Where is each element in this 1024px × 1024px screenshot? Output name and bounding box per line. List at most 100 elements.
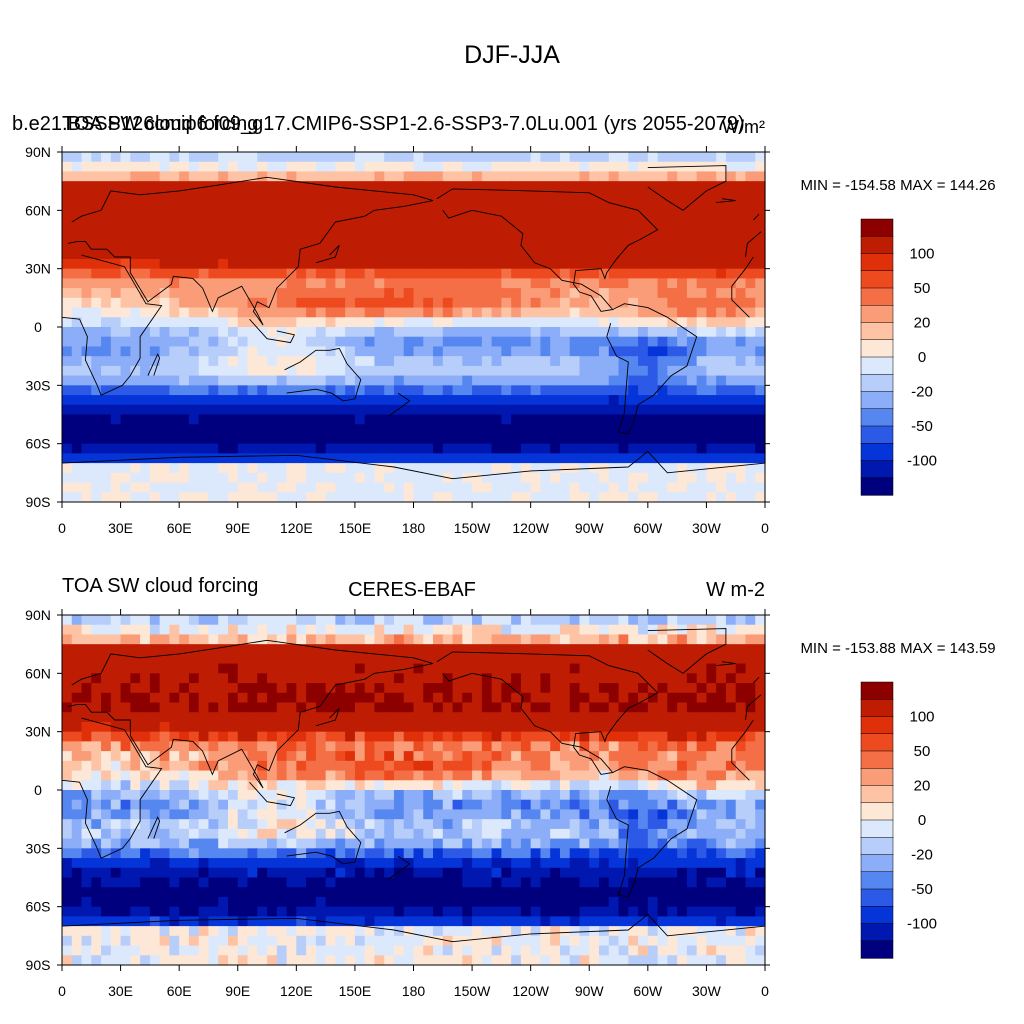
map-cell (81, 424, 92, 435)
panel-model-left-title: b.e21.BSSP126cmip6.f09_g17.CMIP6-SSP1-2.… (12, 113, 745, 135)
map-cell (267, 741, 278, 752)
map-cell (667, 663, 678, 674)
map-cell (120, 346, 131, 357)
map-cell (101, 375, 112, 386)
map-cell (71, 760, 83, 772)
map-cell (208, 171, 219, 182)
map-cell (267, 760, 278, 772)
map-cell (345, 424, 356, 435)
map-cell (374, 443, 385, 454)
map-cell (755, 858, 766, 869)
map-cell (608, 751, 620, 762)
map-cell (706, 780, 717, 791)
map-cell (130, 463, 141, 474)
map-cell (208, 200, 219, 211)
map-cell (511, 858, 522, 869)
map-cell (384, 877, 395, 888)
map-cell (413, 297, 424, 309)
map-cell (198, 634, 210, 645)
map-cell (686, 200, 698, 211)
map-cell (638, 181, 649, 192)
map-cell (62, 210, 73, 221)
map-cell (667, 751, 678, 762)
map-cell (198, 615, 210, 626)
map-cell (462, 492, 473, 503)
map-cell (374, 492, 385, 503)
map-cell (110, 731, 122, 742)
map-cell (335, 877, 346, 888)
map-cell (169, 356, 180, 367)
map-cell (667, 181, 678, 192)
map-cell (159, 819, 170, 830)
map-cell (491, 809, 502, 820)
map-cell (579, 482, 590, 493)
map-cell (745, 365, 756, 377)
map-cell (198, 702, 210, 713)
map-cell (501, 395, 512, 406)
map-cell (716, 731, 727, 742)
map-cell (315, 278, 327, 289)
map-cell (520, 634, 532, 645)
map-cell (315, 356, 327, 367)
map-cell (149, 317, 161, 328)
map-cell (677, 443, 688, 454)
map-cell (384, 171, 395, 182)
map-cell (559, 414, 571, 425)
map-cell (101, 395, 112, 406)
map-cell (413, 463, 424, 474)
map-cell (550, 692, 561, 704)
map-cell (188, 731, 200, 742)
map-cell (276, 644, 288, 655)
map-cell (227, 346, 239, 357)
map-cell (579, 171, 590, 182)
map-cell (647, 848, 659, 859)
map-cell (725, 161, 737, 173)
map-cell (706, 297, 717, 309)
map-cell (403, 307, 415, 318)
map-cell (530, 346, 542, 357)
map-cell (393, 317, 405, 328)
map-cell (227, 770, 239, 781)
map-cell (442, 712, 454, 723)
map-cell (149, 809, 161, 820)
map-cell (188, 809, 200, 820)
map-cell (638, 152, 649, 163)
map-cell (569, 634, 581, 645)
map-cell (677, 249, 688, 260)
map-cell (237, 249, 249, 260)
map-cell (237, 692, 249, 704)
map-cell (501, 161, 512, 173)
map-cell (481, 463, 493, 474)
map-cell (745, 317, 756, 328)
map-cell (71, 210, 83, 221)
map-cell (462, 906, 473, 917)
map-cell (218, 220, 229, 231)
map-cell (247, 190, 258, 202)
map-cell (276, 692, 288, 704)
map-cell (618, 731, 629, 742)
map-cell (218, 239, 229, 250)
map-cell (149, 653, 161, 665)
map-cell (520, 848, 532, 859)
map-cell (667, 712, 678, 723)
map-cell (511, 653, 522, 665)
map-cell (393, 356, 405, 367)
map-cell (706, 712, 717, 723)
map-cell (101, 297, 112, 309)
map-cell (413, 877, 424, 888)
map-cell (110, 356, 122, 367)
map-cell (71, 712, 83, 723)
map-cell (364, 692, 376, 704)
map-cell (315, 171, 327, 182)
map-cell (159, 453, 170, 464)
map-cell (325, 433, 336, 445)
map-cell (179, 278, 190, 289)
map-cell (247, 307, 258, 318)
map-cell (618, 673, 629, 684)
map-cell (530, 848, 542, 859)
map-cell (686, 741, 698, 752)
map-cell (589, 819, 600, 830)
map-cell (677, 683, 688, 694)
map-cell (550, 181, 561, 192)
map-cell (550, 780, 561, 791)
